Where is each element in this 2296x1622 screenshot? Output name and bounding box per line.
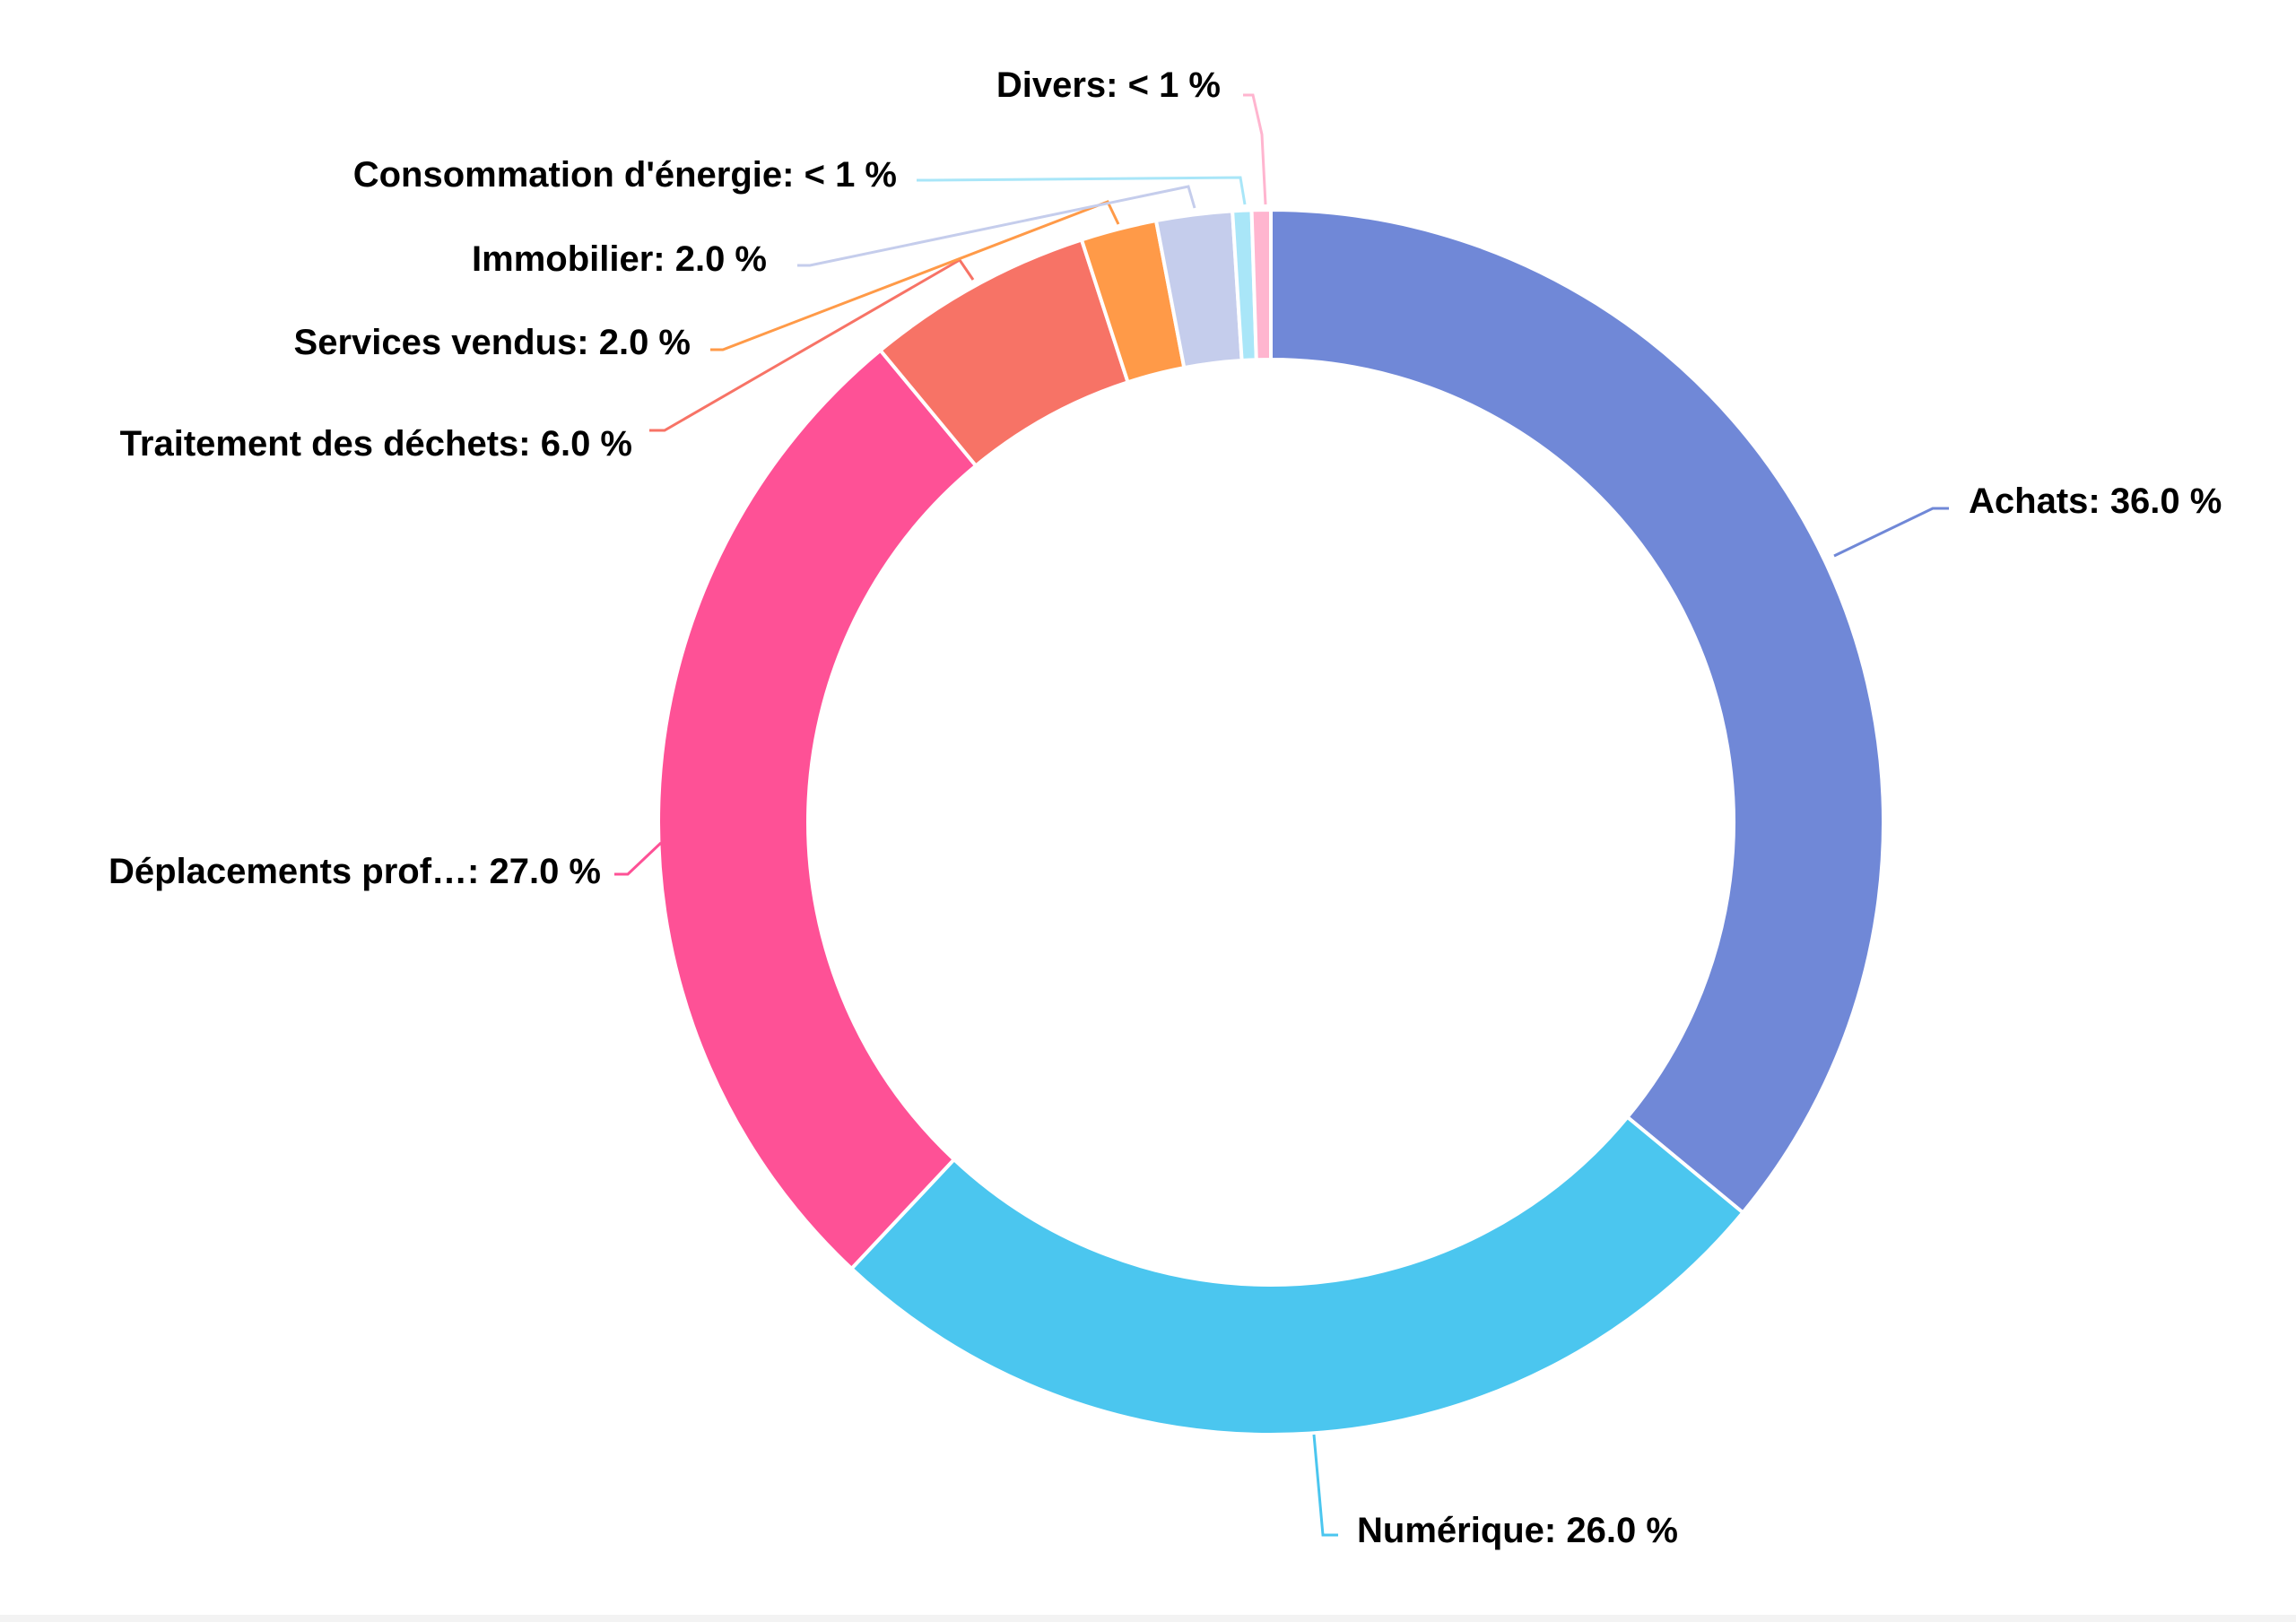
- leader-line-2: [614, 841, 663, 876]
- footer-bar: [0, 1615, 2296, 1622]
- slices-group: [656, 207, 1885, 1437]
- slice-label-1: Numérique: 26.0 %: [1357, 1511, 1678, 1550]
- leader-line-5: [797, 185, 1196, 267]
- labels-group: Achats: 36.0 % Numérique: 26.0 % Déplaceme…: [109, 65, 2222, 1550]
- slice-label-7: Divers: < 1 %: [996, 65, 1221, 105]
- slice-0[interactable]: [1269, 207, 1885, 1216]
- slice-label-0: Achats: 36.0 %: [1969, 481, 2222, 521]
- leader-line-0: [1833, 507, 1949, 558]
- slice-label-3: Traitement des déchets: 6.0 %: [120, 424, 632, 464]
- slice-1[interactable]: [848, 1115, 1746, 1437]
- slice-label-2: Déplacements prof…: 27.0 %: [109, 852, 601, 891]
- slice-label-6: Consommation d'énergie: < 1 %: [353, 155, 897, 195]
- leader-line-3: [649, 258, 975, 432]
- slice-label-5: Immobilier: 2.0 %: [472, 239, 767, 279]
- leader-lines-group: [614, 93, 1949, 1537]
- leader-line-6: [917, 176, 1247, 205]
- slice-7[interactable]: [1249, 207, 1273, 362]
- leader-line-7: [1243, 93, 1267, 205]
- slice-2[interactable]: [656, 347, 978, 1271]
- leader-line-4: [710, 200, 1120, 351]
- slice-label-4: Services vendus: 2.0 %: [294, 323, 691, 362]
- leader-line-1: [1312, 1434, 1338, 1537]
